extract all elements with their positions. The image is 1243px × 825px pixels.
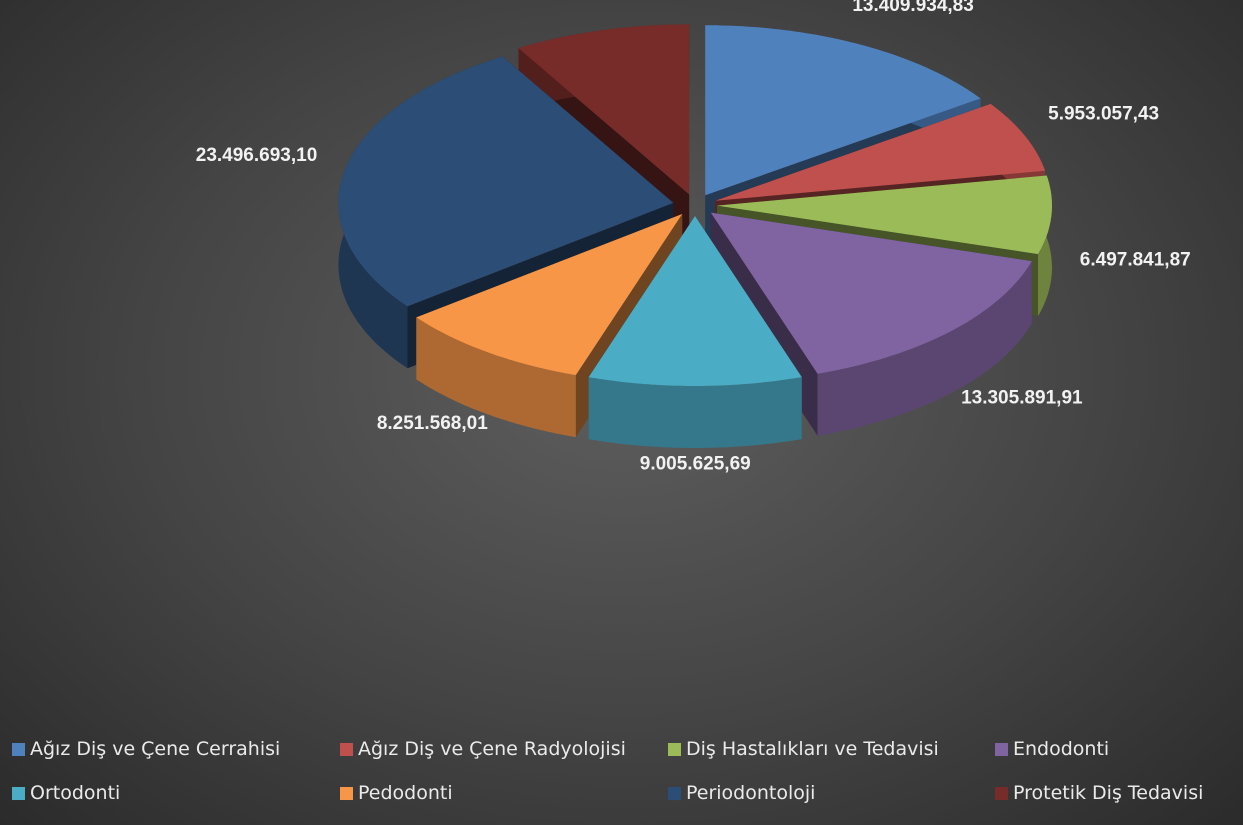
- slice-tops: [338, 24, 1052, 386]
- legend: Ağız Diş ve Çene Cerrahisi Ağız Diş ve Çe…: [12, 738, 1243, 804]
- legend-swatch: [340, 742, 353, 756]
- legend-item: Ağız Diş ve Çene Radyolojisi: [340, 738, 668, 760]
- legend-swatch: [340, 786, 353, 800]
- legend-item: Endodonti: [995, 738, 1243, 760]
- legend-label: Ortodonti: [30, 782, 121, 804]
- data-label: 13.305.891,91: [961, 387, 1083, 408]
- legend-label: Ağız Diş ve Çene Cerrahisi: [30, 738, 281, 760]
- data-label: 23.496.693,10: [196, 145, 318, 166]
- legend-label: Endodonti: [1013, 738, 1110, 760]
- legend-item: Protetik Diş Tedavisi: [995, 782, 1243, 804]
- slice: [518, 24, 690, 195]
- legend-item: Periodontoloji: [668, 782, 995, 804]
- legend-item: Ağız Diş ve Çene Cerrahisi: [12, 738, 340, 760]
- slice-side: [416, 317, 576, 438]
- legend-item: Ortodonti: [12, 782, 340, 804]
- legend-swatch: [995, 742, 1008, 756]
- legend-label: Diş Hastalıkları ve Tedavisi: [686, 738, 939, 760]
- legend-label: Ağız Diş ve Çene Radyolojisi: [358, 738, 626, 760]
- data-label: 9.005.625,69: [640, 453, 751, 474]
- slice: [715, 103, 1045, 201]
- legend-swatch: [12, 742, 25, 756]
- legend-label: Periodontoloji: [686, 782, 816, 804]
- slice: [588, 216, 802, 386]
- slice-side: [588, 377, 802, 448]
- slice: [705, 25, 981, 196]
- slice: [710, 212, 1032, 374]
- legend-item: Pedodonti: [340, 782, 668, 804]
- legend-swatch: [668, 786, 681, 800]
- slice: [717, 175, 1052, 255]
- legend-label: Protetik Diş Tedavisi: [1013, 782, 1204, 804]
- data-label: 13.409.934,83: [852, 0, 974, 16]
- legend-swatch: [995, 786, 1008, 800]
- data-label: 6.497.841,87: [1080, 249, 1191, 270]
- legend-swatch: [668, 742, 681, 756]
- slice: [416, 214, 683, 376]
- legend-item: Diş Hastalıkları ve Tedavisi: [668, 738, 995, 760]
- slice-side: [817, 261, 1032, 436]
- slice: [338, 56, 674, 307]
- legend-label: Pedodonti: [358, 782, 453, 804]
- legend-swatch: [12, 786, 25, 800]
- data-label: 5.953.057,43: [1048, 103, 1159, 124]
- pie-plot: 13.409.934,83 5.953.057,43 6.497.841,87 13.…: [196, 0, 1191, 474]
- data-label: 8.251.568,01: [377, 413, 488, 434]
